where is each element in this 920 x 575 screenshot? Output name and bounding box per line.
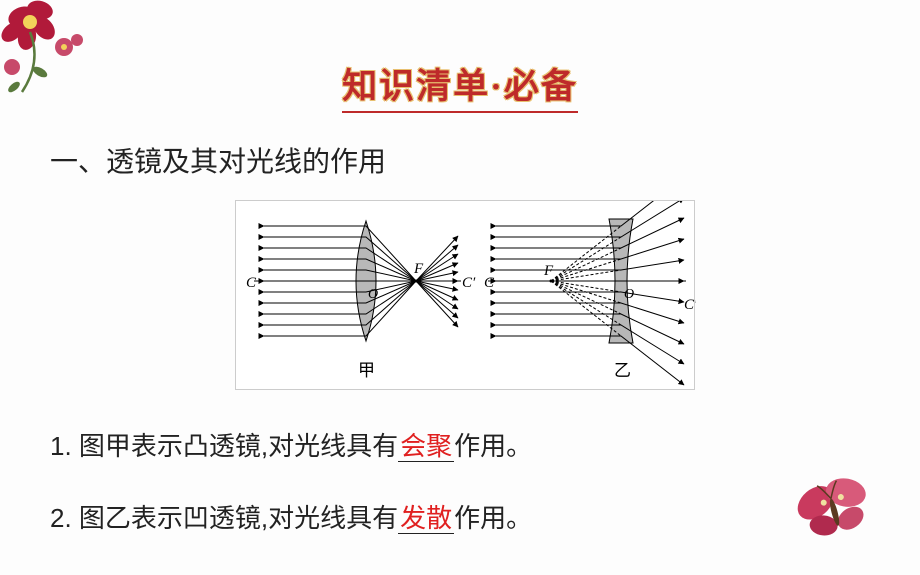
statement-2: 2. 图乙表示凹透镜,对光线具有发散作用。 xyxy=(50,500,532,536)
s2-suffix: 作用。 xyxy=(454,503,532,533)
s1-prefix: 1. 图甲表示凸透镜,对光线具有 xyxy=(50,431,398,461)
label-C-right: C xyxy=(484,275,495,291)
label-O-left: O xyxy=(368,287,378,302)
label-Cprime-left: C′ xyxy=(462,275,476,291)
butterfly-decoration xyxy=(790,470,880,550)
concave-lens-group: C C′ O F 乙 xyxy=(484,201,696,385)
caption-right: 乙 xyxy=(614,361,631,380)
s1-suffix: 作用。 xyxy=(454,431,532,461)
label-F-right: F xyxy=(543,263,554,279)
s2-answer: 发散 xyxy=(398,503,454,534)
label-C-left: C xyxy=(246,275,257,291)
section-heading: 一、透镜及其对光线的作用 xyxy=(50,140,386,180)
statement-1: 1. 图甲表示凸透镜,对光线具有会聚作用。 xyxy=(50,428,532,464)
convex-lens-group: C C′ O F 甲 xyxy=(246,221,476,380)
s1-answer: 会聚 xyxy=(398,431,454,462)
s2-prefix: 2. 图乙表示凹透镜,对光线具有 xyxy=(50,503,398,533)
label-Cprime-right: C′ xyxy=(684,297,696,313)
lens-diagram: C C′ O F 甲 xyxy=(235,200,695,390)
header-banner: 知识清单·必备 xyxy=(0,0,920,113)
label-F-left: F xyxy=(413,261,424,277)
caption-left: 甲 xyxy=(358,361,375,380)
header-title: 知识清单·必备 xyxy=(342,58,578,113)
label-O-right: O xyxy=(624,287,634,302)
